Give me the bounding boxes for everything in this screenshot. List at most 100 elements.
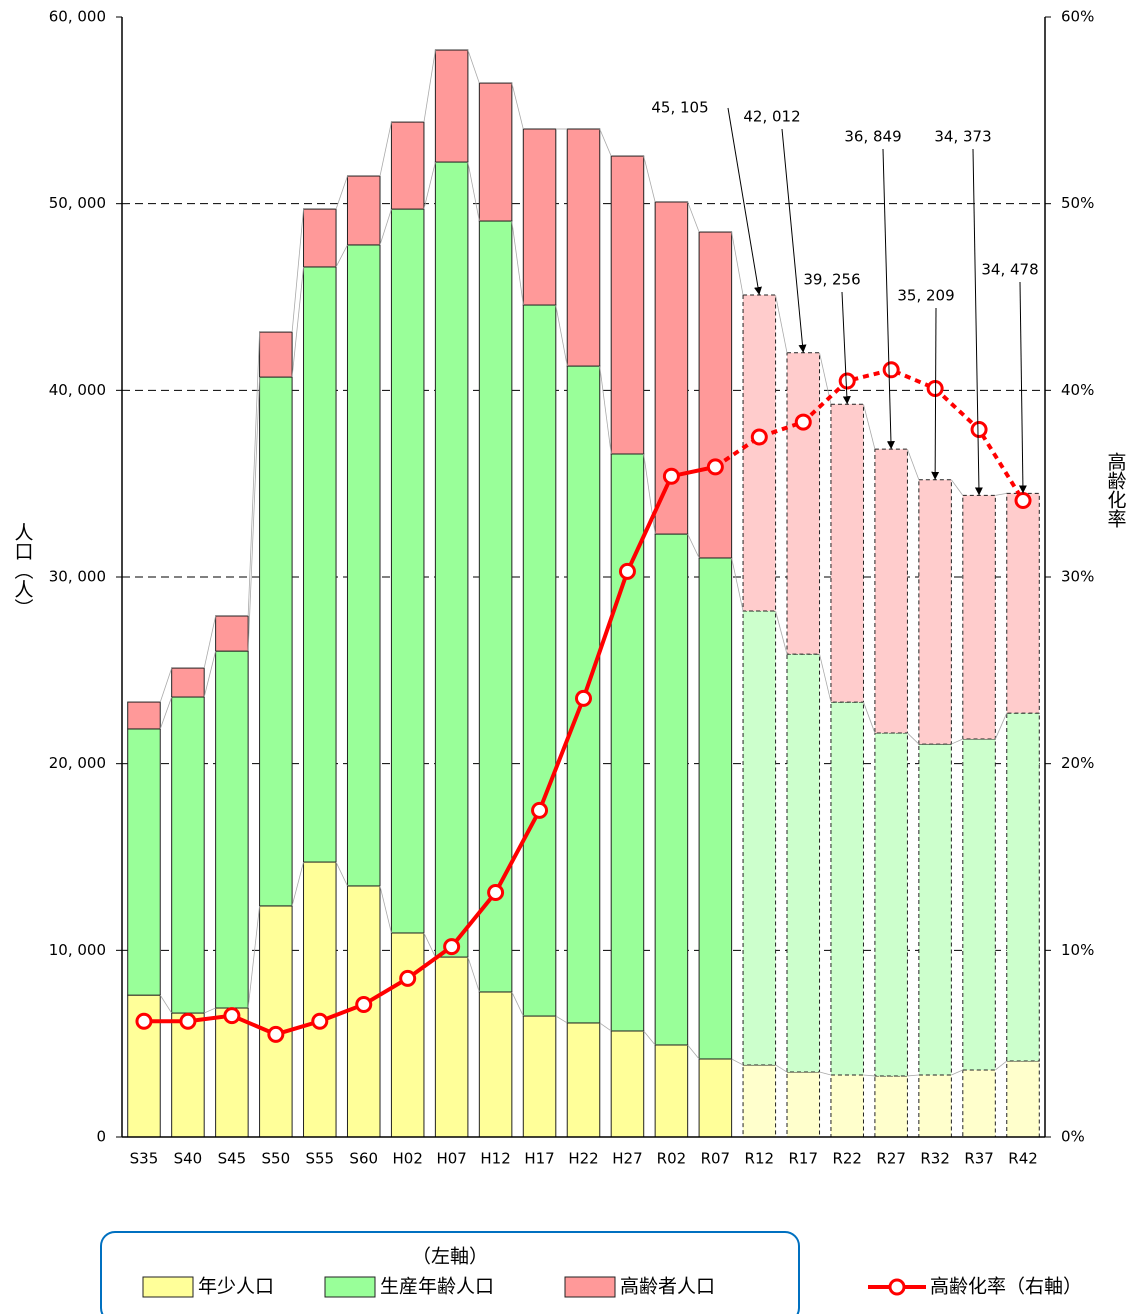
x-tick-label: H07 bbox=[436, 1150, 466, 1168]
series-line bbox=[775, 610, 788, 655]
series-line bbox=[599, 128, 612, 157]
bar-segment bbox=[698, 231, 733, 559]
bar-segment bbox=[830, 403, 864, 703]
annotation-arrow bbox=[781, 128, 807, 353]
x-tick-label: R42 bbox=[1008, 1150, 1038, 1168]
series-line bbox=[819, 1071, 832, 1076]
bar-segment bbox=[127, 728, 161, 996]
y2-tick-label: 40% bbox=[1061, 381, 1094, 399]
series-line bbox=[687, 201, 700, 233]
series-line bbox=[291, 209, 304, 333]
bar-segment bbox=[610, 453, 645, 1032]
legend-swatch bbox=[142, 1276, 194, 1298]
series-line bbox=[423, 161, 436, 210]
y2-tick-label: 60% bbox=[1061, 8, 1094, 26]
bar-segment bbox=[127, 701, 161, 730]
bar-segment bbox=[478, 220, 513, 993]
series-line bbox=[687, 533, 700, 559]
bar-segment bbox=[918, 479, 952, 745]
bar-segment bbox=[566, 128, 601, 367]
annotation: 35, 209 bbox=[897, 287, 954, 305]
x-tick-label: R02 bbox=[657, 1150, 687, 1168]
series-line bbox=[863, 1074, 875, 1077]
bar-segment bbox=[786, 352, 821, 655]
bar-segment bbox=[215, 615, 249, 652]
legend-label: 高齢者人口 bbox=[620, 1276, 715, 1298]
series-line bbox=[247, 905, 260, 1009]
y-tick-label: 20, 000 bbox=[49, 754, 106, 772]
line-marker bbox=[267, 1025, 285, 1043]
line-marker bbox=[399, 969, 417, 987]
x-tick-label: S40 bbox=[174, 1150, 203, 1168]
bar-segment bbox=[962, 1069, 996, 1138]
bar-segment bbox=[390, 121, 425, 210]
bar-segment bbox=[215, 1007, 249, 1138]
y-tick-label: 30, 000 bbox=[49, 568, 106, 586]
bar-segment bbox=[830, 1074, 864, 1138]
bar-segment bbox=[390, 932, 425, 1138]
bar-segment bbox=[786, 653, 821, 1073]
annotation: 42, 012 bbox=[743, 108, 800, 126]
y-tick-label: 40, 000 bbox=[49, 381, 106, 399]
line-marker bbox=[750, 428, 768, 446]
series-line bbox=[555, 1015, 568, 1024]
y-tick-label: 0 bbox=[96, 1128, 106, 1146]
line-marker bbox=[355, 995, 373, 1013]
x-tick-label: R12 bbox=[745, 1150, 775, 1168]
bar-segment bbox=[830, 701, 864, 1076]
annotation: 36, 849 bbox=[844, 128, 901, 146]
bar-segment bbox=[390, 208, 425, 934]
series-line bbox=[907, 1074, 919, 1077]
series-line bbox=[335, 861, 348, 887]
series-line bbox=[423, 932, 436, 958]
bar-segment bbox=[259, 376, 293, 907]
series-line bbox=[203, 651, 217, 698]
line-marker bbox=[970, 421, 988, 439]
annotation: 34, 373 bbox=[934, 128, 991, 146]
annotation-arrow bbox=[727, 107, 762, 296]
line-marker bbox=[618, 562, 636, 580]
line-marker bbox=[311, 1012, 329, 1030]
annotation: 45, 105 bbox=[651, 99, 708, 117]
legend-label: 年少人口 bbox=[198, 1276, 274, 1298]
annotation-arrow bbox=[972, 148, 983, 496]
bar-segment bbox=[434, 956, 469, 1138]
legend-swatch bbox=[324, 1276, 376, 1298]
x-tick-label: R22 bbox=[832, 1150, 862, 1168]
legend-title: （左軸） bbox=[412, 1246, 488, 1268]
series-line bbox=[731, 231, 744, 296]
bar-segment bbox=[742, 1064, 777, 1138]
bar-segment bbox=[259, 331, 293, 378]
series-line bbox=[687, 1044, 700, 1060]
series-line bbox=[511, 991, 524, 1017]
series-line bbox=[994, 712, 1008, 740]
series-line bbox=[995, 1060, 1008, 1071]
series-line bbox=[204, 1007, 216, 1014]
bar-segment bbox=[171, 667, 205, 698]
annotation: 39, 256 bbox=[803, 271, 860, 289]
series-line bbox=[643, 155, 656, 203]
series-line bbox=[643, 453, 656, 535]
x-tick-label: H27 bbox=[612, 1150, 642, 1168]
y-axis-label: 人口（人） bbox=[12, 522, 34, 617]
legend-label: 高齢化率（右軸） bbox=[930, 1276, 1082, 1298]
series-line bbox=[291, 266, 304, 378]
x-tick-label: H02 bbox=[393, 1150, 423, 1168]
series-line bbox=[731, 1058, 744, 1066]
bar-segment bbox=[346, 175, 381, 246]
series-line bbox=[203, 615, 217, 669]
bar-segment bbox=[610, 155, 645, 455]
bar-segment bbox=[303, 266, 337, 863]
bar-segment bbox=[478, 991, 513, 1138]
series-line bbox=[819, 654, 832, 703]
bar-segment bbox=[962, 494, 996, 740]
series-line bbox=[247, 332, 260, 617]
series-line bbox=[731, 557, 744, 612]
bar-segment bbox=[259, 905, 293, 1138]
series-line bbox=[159, 667, 173, 703]
x-tick-label: R17 bbox=[789, 1150, 819, 1168]
x-tick-label: H12 bbox=[480, 1150, 510, 1168]
annotation-arrow bbox=[882, 148, 895, 450]
bar-segment bbox=[786, 1071, 821, 1138]
series-line bbox=[335, 244, 348, 268]
